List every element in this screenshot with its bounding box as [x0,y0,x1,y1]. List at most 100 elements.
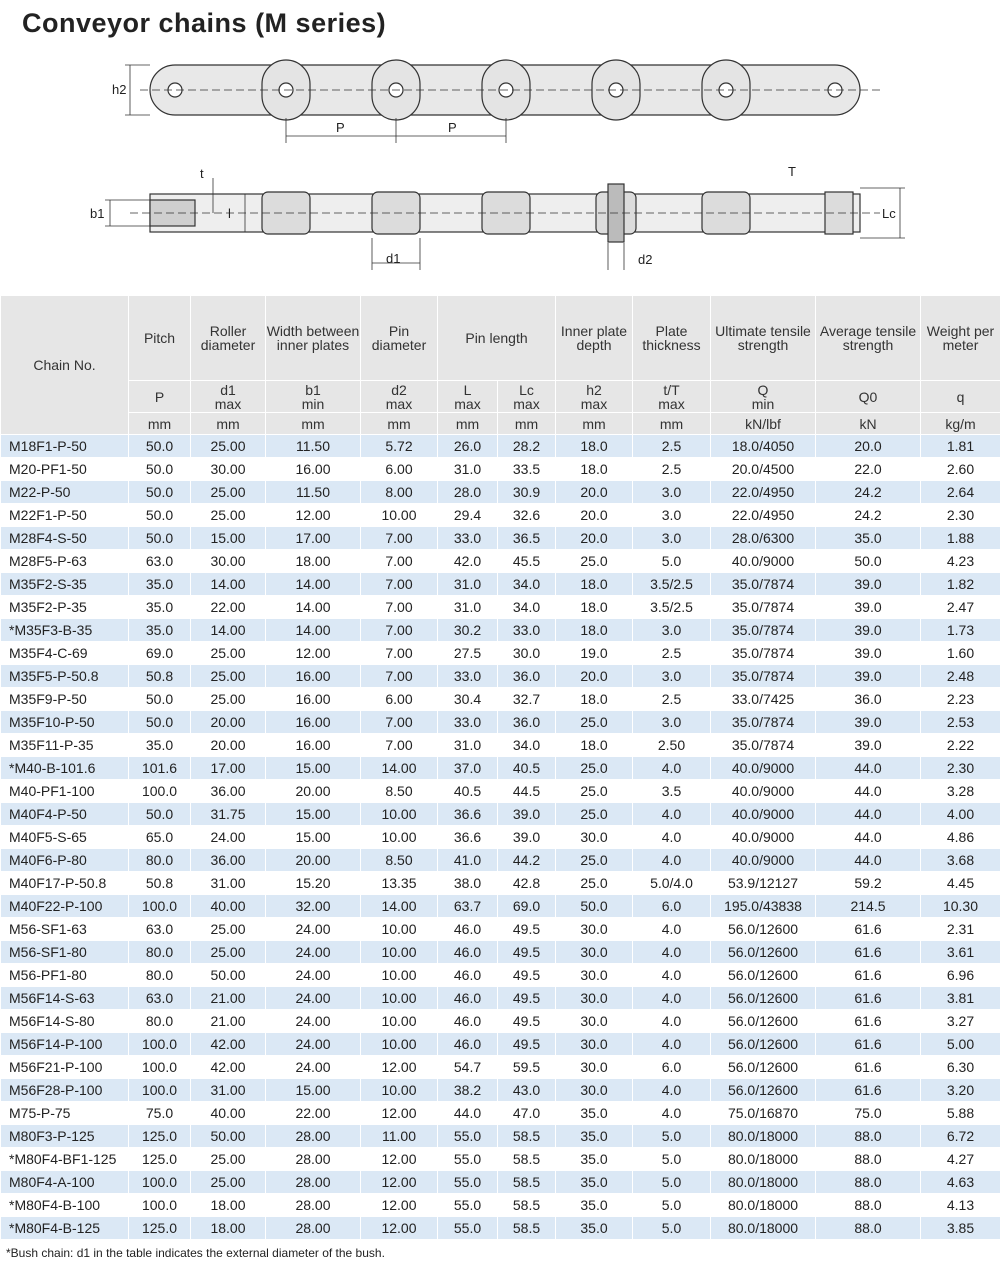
cell: 25.00 [190,503,266,527]
cell: 80.0 [128,963,191,987]
cell: 4.63 [920,1170,1000,1194]
cell: 58.5 [497,1216,556,1240]
cell: 69.0 [497,894,556,918]
cell: 53.9/12127 [710,871,816,895]
cell: 44.0 [815,848,921,872]
cell: 6.96 [920,963,1000,987]
cell: 30.0 [555,1032,633,1056]
cell: 4.0 [632,963,711,987]
cell: 28.0 [437,480,498,504]
cell: 35.0/7874 [710,664,816,688]
chain-no: M40F6-P-80 [0,848,129,872]
cell: 34.0 [497,595,556,619]
cell: 25.0 [555,756,633,780]
cell: 40.0/9000 [710,848,816,872]
cell: 14.00 [190,572,266,596]
cell: 18.0 [555,572,633,596]
cell: 36.6 [437,825,498,849]
cell: 1.82 [920,572,1000,596]
cell: 59.2 [815,871,921,895]
cell: 37.0 [437,756,498,780]
chain-no: M28F4-S-50 [0,526,129,550]
cell: 46.0 [437,963,498,987]
cell: 40.0/9000 [710,549,816,573]
cell: 3.0 [632,526,711,550]
cell: 22.0/4950 [710,503,816,527]
cell: 55.0 [437,1147,498,1171]
cell: 56.0/12600 [710,1009,816,1033]
cell: 18.0 [555,687,633,711]
cell: 49.5 [497,940,556,964]
chain-no: *M80F4-B-125 [0,1216,129,1240]
cell: 25.0 [555,710,633,734]
cell: 35.0 [128,595,191,619]
chain-no: M75-P-75 [0,1101,129,1125]
table-row: M56F14-S-80 80.0 21.00 24.00 10.00 46.0 49.5 30… [0,1009,1000,1033]
cell: 7.00 [360,618,438,642]
table-row: M40F17-P-50.8 50.8 31.00 15.20 13.35 38.0 42.8… [0,871,1000,895]
cell: 80.0/18000 [710,1216,816,1240]
cell: 30.0 [555,963,633,987]
chain-no: M35F5-P-50.8 [0,664,129,688]
header-cell: Pin diameter [360,295,438,381]
cell: 12.00 [360,1055,438,1079]
cell: 125.0 [128,1147,191,1171]
cell: 20.00 [190,710,266,734]
cell: 43.0 [497,1078,556,1102]
cell: 10.00 [360,917,438,941]
cell: 56.0/12600 [710,1032,816,1056]
cell: 36.6 [437,802,498,826]
cell: 25.0 [555,779,633,803]
symbol-cell: P [128,380,191,413]
cell: 2.48 [920,664,1000,688]
cell: 32.00 [265,894,361,918]
cell: 16.00 [265,457,361,481]
cell: 4.0 [632,756,711,780]
cell: 11.50 [265,434,361,458]
cell: 35.0 [555,1147,633,1171]
cell: 50.0 [128,687,191,711]
cell: 20.00 [265,848,361,872]
cell: 38.0 [437,871,498,895]
symbol: q [956,388,965,405]
cell: 46.0 [437,917,498,941]
cell: 18.0 [555,457,633,481]
cell: 80.0 [128,848,191,872]
cell: 28.00 [265,1124,361,1148]
cell: 50.0 [815,549,921,573]
limit: max [658,395,685,412]
symbol: b1 [305,381,321,398]
symbol: d1 [220,381,236,398]
cell: 10.00 [360,802,438,826]
cell: 65.0 [128,825,191,849]
cell: 31.00 [190,871,266,895]
cell: 35.0 [555,1170,633,1194]
cell: 24.00 [265,986,361,1010]
cell: 15.00 [190,526,266,550]
cell: 88.0 [815,1216,921,1240]
unit-cell: mm [265,412,361,435]
cell: 4.27 [920,1147,1000,1171]
table-row: *M80F4-B-100 100.0 18.00 28.00 12.00 55.0 58.5… [0,1193,1000,1217]
table-row: M35F11-P-35 35.0 20.00 16.00 7.00 31.0 34.0 18.… [0,733,1000,757]
cell: 12.00 [265,641,361,665]
cell: 30.0 [555,825,633,849]
table-row: M40-PF1-100 100.0 36.00 20.00 8.50 40.5 44.5 25… [0,779,1000,803]
cell: 30.9 [497,480,556,504]
cell: 36.0 [497,664,556,688]
cell: 12.00 [360,1147,438,1171]
title: Conveyor chains (M series) [22,8,387,38]
cell: 4.0 [632,940,711,964]
cell: 40.0/9000 [710,802,816,826]
cell: 32.7 [497,687,556,711]
cell: 5.88 [920,1101,1000,1125]
cell: 36.5 [497,526,556,550]
unit-cell: mm [497,412,556,435]
cell: 50.0 [128,503,191,527]
cell: 3.0 [632,710,711,734]
cell: 50.0 [128,526,191,550]
table-row: M28F5-P-63 63.0 30.00 18.00 7.00 42.0 45.5 25.0… [0,549,1000,573]
cell: 41.0 [437,848,498,872]
cell: 100.0 [128,894,191,918]
cell: 20.0 [555,480,633,504]
